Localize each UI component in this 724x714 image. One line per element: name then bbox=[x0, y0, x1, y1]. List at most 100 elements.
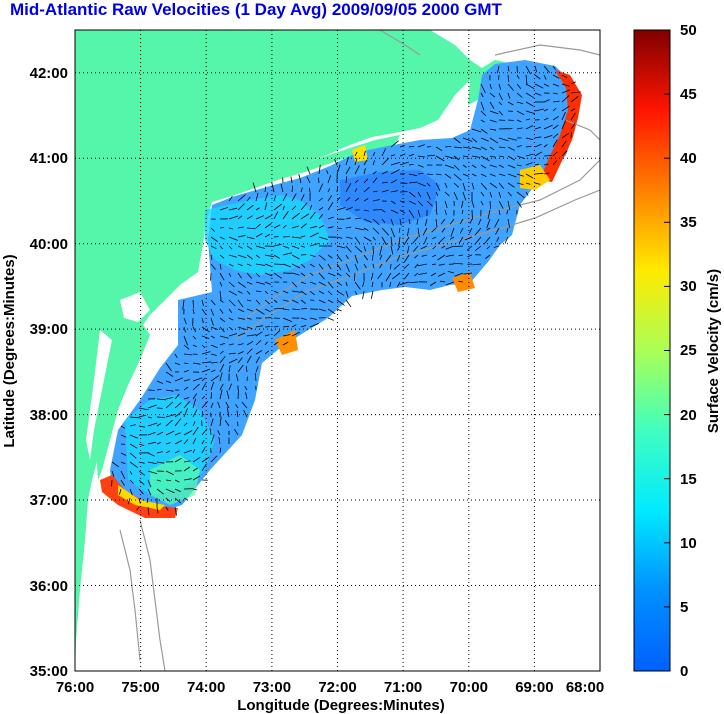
velocity-arrow bbox=[516, 110, 525, 116]
velocity-arrow bbox=[228, 352, 236, 355]
velocity-arrow bbox=[138, 461, 145, 464]
velocity-arrow bbox=[543, 108, 548, 112]
velocity-arrow bbox=[309, 263, 315, 268]
velocity-arrow bbox=[219, 447, 222, 454]
velocity-arrow bbox=[543, 117, 549, 121]
velocity-arrow bbox=[412, 245, 419, 252]
velocity-arrow bbox=[165, 401, 174, 409]
velocity-arrow bbox=[219, 356, 226, 364]
velocity-arrow bbox=[255, 350, 263, 355]
velocity-arrow bbox=[210, 402, 214, 409]
velocity-arrow bbox=[534, 143, 542, 148]
velocity-arrow bbox=[192, 409, 198, 418]
velocity-arrow bbox=[210, 369, 216, 373]
velocity-arrow bbox=[282, 308, 290, 311]
velocity-arrow bbox=[439, 280, 446, 283]
velocity-arrow bbox=[226, 407, 230, 418]
velocity-arrow bbox=[246, 317, 252, 320]
velocity-arrow bbox=[291, 263, 301, 269]
velocity-arrow bbox=[201, 439, 205, 445]
velocity-arrow bbox=[327, 188, 331, 193]
velocity-arrow bbox=[136, 506, 140, 511]
velocity-arrow bbox=[246, 272, 253, 279]
velocity-arrow bbox=[390, 227, 396, 238]
velocity-arrow bbox=[441, 245, 446, 249]
velocity-arrow bbox=[246, 326, 253, 330]
velocity-arrow bbox=[318, 308, 326, 312]
velocity-arrow bbox=[183, 344, 190, 350]
velocity-arrow bbox=[174, 440, 183, 445]
y-axis-ticks: 42:00 41:00 40:00 39:00 38:00 37:00 36:0… bbox=[30, 65, 68, 680]
velocity-arrow bbox=[273, 195, 277, 202]
velocity-arrow bbox=[228, 317, 234, 321]
velocity-arrow bbox=[336, 308, 342, 312]
velocity-arrow bbox=[399, 209, 406, 214]
velocity-arrow bbox=[219, 207, 229, 211]
colorbar-tick-label: 30 bbox=[680, 278, 697, 295]
velocity-arrow bbox=[224, 420, 230, 427]
velocity-arrow bbox=[280, 183, 284, 193]
velocity-arrow bbox=[408, 145, 415, 148]
velocity-arrow bbox=[246, 236, 255, 240]
velocity-arrow bbox=[385, 254, 392, 263]
velocity-vectors bbox=[111, 65, 581, 516]
velocity-arrow bbox=[345, 176, 348, 184]
velocity-arrow bbox=[174, 479, 180, 483]
velocity-arrow bbox=[210, 317, 214, 326]
velocity-arrow bbox=[300, 299, 306, 304]
velocity-arrow bbox=[516, 119, 522, 123]
velocity-arrow bbox=[403, 254, 410, 263]
velocity-arrow bbox=[129, 416, 140, 419]
velocity-arrow bbox=[174, 432, 181, 436]
velocity-arrow bbox=[403, 272, 410, 280]
velocity-arrow bbox=[309, 212, 316, 220]
velocity-arrow bbox=[282, 334, 291, 337]
bay-delaware bbox=[120, 292, 150, 322]
velocity-arrow bbox=[449, 236, 455, 240]
velocity-arrow bbox=[201, 299, 204, 306]
velocity-arrow bbox=[129, 452, 137, 459]
velocity-arrow bbox=[127, 497, 131, 505]
velocity-arrow bbox=[484, 254, 491, 260]
velocity-arrow bbox=[450, 227, 455, 237]
colorbar-tick-label: 15 bbox=[680, 471, 697, 488]
velocity-patch-cyan bbox=[205, 195, 330, 275]
colorbar-tick-label: 10 bbox=[680, 535, 697, 552]
velocity-arrow bbox=[543, 172, 550, 175]
velocity-arrow bbox=[264, 214, 273, 220]
velocity-arrow bbox=[201, 383, 207, 391]
velocity-arrow bbox=[192, 426, 199, 436]
velocity-arrow bbox=[417, 263, 428, 267]
velocity-arrow bbox=[489, 101, 495, 109]
velocity-arrow bbox=[174, 450, 180, 454]
velocity-arrow bbox=[421, 254, 428, 257]
velocity-arrow bbox=[435, 146, 443, 152]
velocity-arrow bbox=[201, 428, 208, 436]
velocity-arrow bbox=[192, 421, 196, 427]
velocity-arrow bbox=[498, 191, 502, 198]
velocity-arrow bbox=[291, 324, 297, 328]
velocity-arrow bbox=[156, 506, 159, 514]
velocity-arrow bbox=[309, 232, 319, 238]
velocity-arrow bbox=[381, 157, 389, 166]
velocity-arrow bbox=[390, 154, 396, 157]
velocity-arrow bbox=[552, 107, 557, 112]
velocity-arrow bbox=[417, 200, 424, 207]
velocity-arrow bbox=[390, 190, 398, 193]
velocity-arrow bbox=[210, 254, 213, 260]
velocity-arrow bbox=[192, 456, 201, 463]
velocity-arrow bbox=[318, 236, 328, 240]
velocity-arrow bbox=[507, 200, 511, 211]
velocity-arrow bbox=[408, 163, 414, 166]
velocity-arrow bbox=[336, 196, 341, 202]
velocity-arrow bbox=[183, 362, 189, 364]
velocity-arrow bbox=[466, 245, 473, 251]
velocity-arrow bbox=[210, 326, 219, 330]
velocity-arrow bbox=[363, 245, 367, 252]
velocity-arrow bbox=[291, 245, 300, 249]
velocity-arrow bbox=[327, 299, 334, 303]
velocity-arrow bbox=[372, 160, 375, 166]
velocity-arrow bbox=[543, 83, 550, 87]
velocity-arrow bbox=[228, 383, 232, 391]
velocity-arrow bbox=[309, 281, 317, 285]
